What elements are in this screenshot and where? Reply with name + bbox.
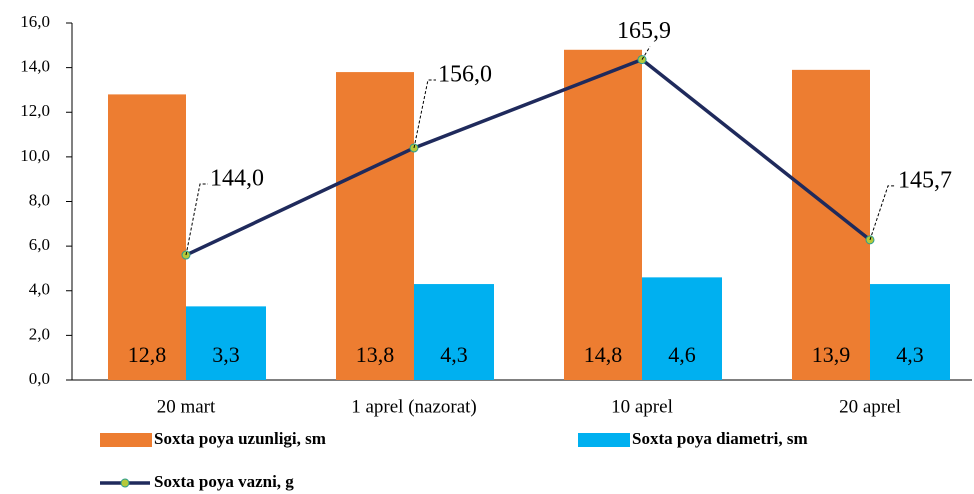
legend-marker xyxy=(120,478,130,488)
data-label: 3,3 xyxy=(212,342,240,367)
legend-label: Soxta poya diametri, sm xyxy=(632,429,808,448)
legend-swatch xyxy=(578,433,630,447)
x-tick-label: 20 mart xyxy=(157,396,216,417)
x-tick-label: 10 aprel xyxy=(611,396,673,417)
leader-line xyxy=(641,46,651,60)
y-tick-label: 4,0 xyxy=(29,280,50,299)
leader-line xyxy=(185,183,208,256)
y-tick-label: 8,0 xyxy=(29,190,50,209)
bar xyxy=(564,49,642,381)
y-tick-label: 0,0 xyxy=(29,369,50,388)
bar xyxy=(414,284,494,380)
data-label: 4,3 xyxy=(896,342,924,367)
legend-label: Soxta poya vazni, g xyxy=(154,472,294,491)
y-tick-label: 14,0 xyxy=(20,57,50,76)
leader-line xyxy=(413,79,436,149)
bar xyxy=(108,94,186,381)
data-label: 13,9 xyxy=(812,342,851,367)
data-label: 144,0 xyxy=(210,166,264,192)
bar xyxy=(642,277,722,380)
data-label: 4,6 xyxy=(668,342,696,367)
bar xyxy=(792,69,870,380)
leader-line xyxy=(869,185,896,241)
legend-swatch xyxy=(100,433,152,447)
y-tick-label: 2,0 xyxy=(29,324,50,343)
y-tick-label: 16,0 xyxy=(20,12,50,31)
data-label: 156,0 xyxy=(438,61,492,87)
legend-label: Soxta poya uzunligi, sm xyxy=(154,429,326,448)
line xyxy=(185,57,872,257)
data-label: 14,8 xyxy=(584,342,623,367)
y-tick-label: 6,0 xyxy=(29,235,50,254)
data-label: 165,9 xyxy=(617,18,671,44)
bar xyxy=(336,72,414,381)
bar xyxy=(186,306,266,380)
bar xyxy=(870,284,950,380)
data-label: 145,7 xyxy=(898,167,952,193)
y-tick-label: 12,0 xyxy=(20,101,50,120)
x-tick-label: 1 aprel (nazorat) xyxy=(351,396,477,417)
data-label: 13,8 xyxy=(356,342,395,367)
x-tick-label: 20 aprel xyxy=(839,396,901,417)
y-tick-label: 10,0 xyxy=(20,146,50,165)
data-label: 4,3 xyxy=(440,342,468,367)
data-label: 12,8 xyxy=(128,342,167,367)
